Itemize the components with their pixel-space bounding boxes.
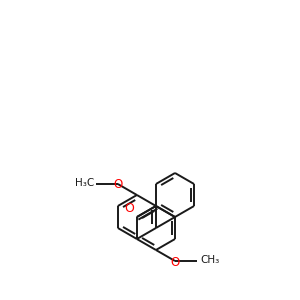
Text: H₃C: H₃C [75,178,94,188]
Text: O: O [170,256,180,268]
Text: CH₃: CH₃ [200,255,219,265]
Text: O: O [124,202,134,215]
Text: O: O [113,178,122,191]
